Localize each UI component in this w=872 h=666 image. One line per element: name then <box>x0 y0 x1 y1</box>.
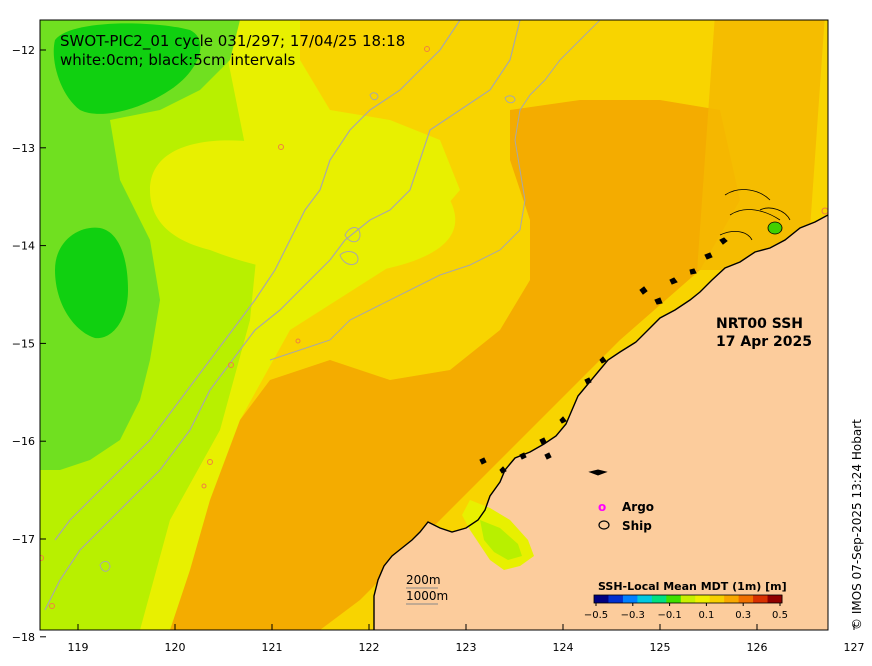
x-tick-label: 123 <box>456 641 477 654</box>
colorbar-segment <box>666 595 682 603</box>
sea-eddy-yellow <box>150 140 456 274</box>
coastline <box>373 214 828 630</box>
colorbar-tick-label: 0.5 <box>772 610 788 621</box>
colorbar-segment <box>753 595 769 603</box>
y-tick-label: −14 <box>12 240 35 253</box>
sea-field-orange <box>170 100 740 630</box>
x-tick-label: 120 <box>165 641 186 654</box>
map-frame <box>39 19 829 631</box>
map-title-line1: SWOT-PIC2_01 cycle 031/297; 17/04/25 18:… <box>60 32 405 51</box>
x-axis: 119 120 121 122 123 124 125 126 127 <box>68 624 865 654</box>
y-axis: −12 −13 −14 −15 −16 −17 −18 <box>12 44 46 644</box>
map-plot-area <box>40 20 828 630</box>
colorbar-tick-label: 0.1 <box>698 610 714 621</box>
x-tick-label: 121 <box>262 641 283 654</box>
imos-credit: © IMOS 07-Sep-2025 13:24 Hobart <box>850 419 864 630</box>
ship-legend-icon <box>598 520 610 530</box>
y-tick-label: −16 <box>12 435 35 448</box>
x-tick-label: 125 <box>650 641 671 654</box>
colorbar <box>593 594 783 604</box>
y-tick-label: −13 <box>12 142 35 155</box>
colorbar-segment <box>709 595 725 603</box>
colorbar-frame <box>593 594 783 604</box>
product-label-date: 17 Apr 2025 <box>716 334 812 350</box>
colorbar-segment <box>738 595 754 603</box>
map-title-line2: white:0cm; black:5cm intervals <box>60 51 296 69</box>
y-tick-label: −12 <box>12 44 35 57</box>
y-tick-label: −17 <box>12 533 35 546</box>
isobath-200m <box>44 20 521 611</box>
coastline-islands <box>479 237 728 476</box>
x-tick-label: 119 <box>68 641 89 654</box>
argo-markers <box>40 46 828 609</box>
colorbar-segment <box>680 595 696 603</box>
argo-legend-icon: o <box>598 500 606 514</box>
argo-legend-label: Argo <box>622 500 654 514</box>
sea-eddy-dark-green-south <box>55 227 128 339</box>
sea-eddy-dark-green-north <box>53 23 201 114</box>
colorbar-segment <box>767 595 783 603</box>
isobath-1000m <box>54 20 461 541</box>
isobath-label-1000m: 1000m <box>406 589 448 603</box>
colorbar-tick-label: −0.1 <box>657 610 681 621</box>
colorbar-segment <box>608 595 624 603</box>
colorbar-tick-label: −0.5 <box>584 610 608 621</box>
sea-gulf-lime <box>480 520 522 560</box>
colorbar-segment <box>724 595 740 603</box>
colorbar-segment <box>637 595 653 603</box>
ship-legend-label: Ship <box>622 519 652 533</box>
colorbar-ticks: −0.5 −0.3 −0.1 0.1 0.3 0.5 <box>584 603 788 621</box>
colorbar-segment <box>622 595 638 603</box>
colorbar-tick-label: −0.3 <box>621 610 645 621</box>
colorbar-segment <box>651 595 667 603</box>
x-tick-label: 124 <box>553 641 574 654</box>
y-tick-label: −18 <box>12 631 35 644</box>
swot-eddy <box>767 221 783 235</box>
swot-swath <box>697 20 825 270</box>
isobath-banks <box>99 92 516 572</box>
x-tick-label: 122 <box>359 641 380 654</box>
isobath-label-200m: 200m <box>406 573 441 587</box>
y-tick-label: −15 <box>12 337 35 350</box>
colorbar-tick-label: 0.3 <box>735 610 751 621</box>
colorbar-segment <box>695 595 711 603</box>
swot-contours <box>719 189 791 241</box>
colorbar-segment <box>594 595 609 603</box>
x-tick-label: 127 <box>844 641 865 654</box>
colorbar-title: SSH-Local Mean MDT (1m) [m] <box>598 580 787 593</box>
isobath-shelf <box>269 20 601 361</box>
product-label-line1: NRT00 SSH <box>716 316 803 332</box>
x-tick-label: 126 <box>747 641 768 654</box>
